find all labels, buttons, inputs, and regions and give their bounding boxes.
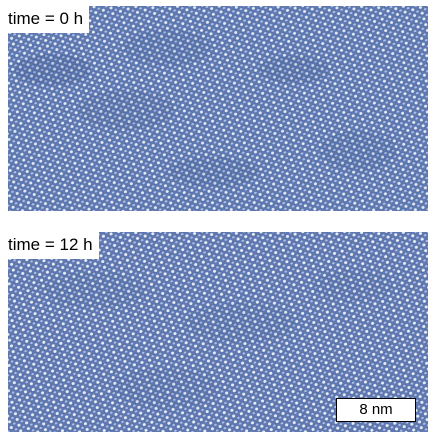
lattice-texture-top (8, 6, 428, 211)
time-label-0h: time = 0 h (8, 6, 90, 33)
time-label-12h: time = 12 h (8, 232, 99, 259)
stm-image-time-12h: time = 12 h 8 nm (8, 232, 428, 432)
scale-bar-label: 8 nm (336, 398, 416, 422)
stm-image-time-0h: time = 0 h (8, 6, 428, 211)
